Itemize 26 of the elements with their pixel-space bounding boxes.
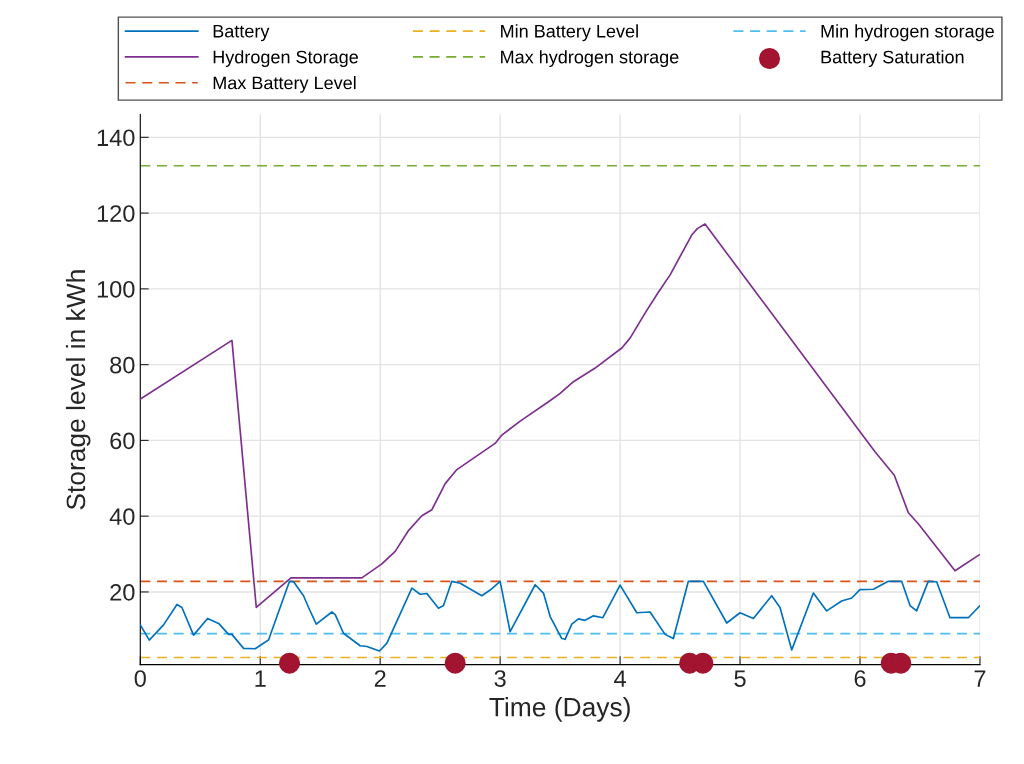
x-axis-title: Time (Days) xyxy=(489,697,630,722)
legend-label: Min hydrogen storage xyxy=(821,24,994,42)
x-tick-label: 5 xyxy=(734,670,746,687)
y-axis-title: Storage level in kWh xyxy=(65,270,91,510)
x-tick-label: 1 xyxy=(255,670,266,687)
legend-label: Hydrogen Storage xyxy=(213,50,358,67)
y-tick-label: 120 xyxy=(97,205,135,222)
y-tick-label: 60 xyxy=(110,432,135,450)
x-tick-label: 6 xyxy=(854,670,866,687)
y-tick-label: 40 xyxy=(109,508,135,525)
x-tick-label: 4 xyxy=(614,670,626,687)
y-tick-label: 20 xyxy=(110,584,135,601)
y-tick-label: 80 xyxy=(110,356,135,374)
legend-label: Battery Saturation xyxy=(821,50,964,67)
legend-label: Max Battery Level xyxy=(213,76,356,93)
x-tick-label: 7 xyxy=(974,670,986,687)
x-tick-label: 0 xyxy=(134,670,146,687)
legend-label: Max hydrogen storage xyxy=(501,50,679,67)
x-tick-label: 3 xyxy=(494,670,506,687)
x-tick-label: 2 xyxy=(374,670,386,687)
y-tick-label: 100 xyxy=(97,280,135,298)
legend-label: Battery xyxy=(213,24,270,42)
line-series xyxy=(140,580,980,652)
legend-label: Min Battery Level xyxy=(501,24,638,42)
line-series xyxy=(140,223,980,609)
y-tick-label: 140 xyxy=(97,129,135,147)
